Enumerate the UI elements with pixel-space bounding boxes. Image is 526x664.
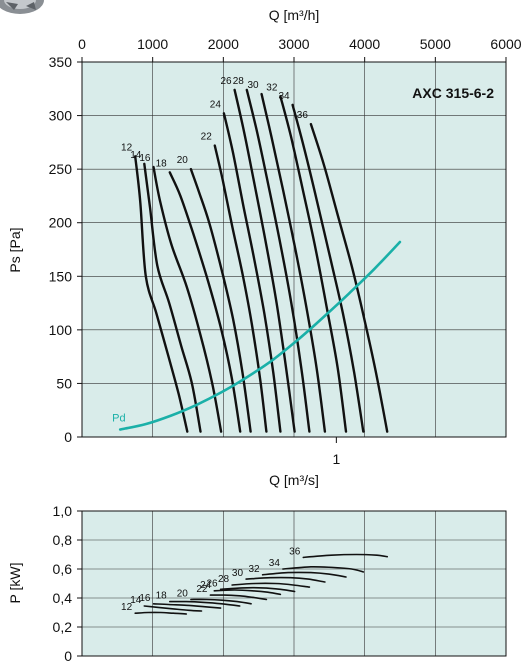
x-top-tick-label: 0: [78, 36, 86, 52]
pressure-curve-32: [279, 95, 348, 433]
y-tick-label: 200: [49, 215, 73, 231]
power-curve-20: [190, 598, 252, 605]
power-curve-16: [152, 603, 222, 609]
pressure-curve-label: 18: [156, 158, 168, 169]
pressure-curve-26: [233, 88, 296, 433]
y-tick-label: 350: [49, 54, 73, 70]
x-bottom-axis-label: Q [m³/s]: [269, 472, 319, 488]
power-tick-label: 0,8: [53, 532, 73, 548]
pressure-curve-36: [309, 122, 389, 433]
power-curve-label: 36: [289, 546, 301, 557]
pressure-curve-28: [245, 88, 311, 433]
power-curve-28: [231, 582, 311, 588]
power-curve-label: 18: [156, 591, 168, 602]
pressure-curve-34: [291, 103, 365, 433]
y-tick-label: 0: [64, 429, 72, 445]
x-top-tick-label: 4000: [349, 36, 380, 52]
power-tick-label: 0,6: [53, 561, 73, 577]
fan-icon: [0, 0, 44, 14]
power-curve-label: 34: [269, 558, 281, 569]
plot-frame-top: [81, 61, 507, 438]
pd-curve-label: Pd: [112, 413, 125, 425]
pressure-curve-label: 32: [266, 82, 278, 93]
power-curve-12: [134, 611, 188, 615]
power-curve-label: 30: [232, 568, 244, 579]
power-curve-label: 28: [218, 574, 230, 585]
power-curve-34: [282, 565, 365, 573]
pressure-curve-12: [134, 155, 189, 433]
pressure-curve-label: 16: [139, 153, 151, 164]
pressure-curve-16: [152, 165, 223, 433]
pressure-curve-18: [168, 171, 242, 433]
power-curve-label: 32: [248, 564, 260, 575]
x-top-axis-label: Q [m³/h]: [269, 7, 320, 23]
pressure-curve-label: 14: [130, 150, 142, 161]
power-tick-label: 0: [64, 648, 72, 664]
y-tick-label: 100: [49, 322, 73, 338]
pressure-curve-label: 30: [247, 80, 259, 91]
power-curve-22: [209, 594, 268, 601]
pressure-curve-22: [213, 144, 268, 433]
power-curve-14: [143, 605, 203, 612]
power-curve-18: [169, 600, 241, 607]
pressure-curve-label: 26: [220, 76, 232, 87]
power-curve-label: 16: [139, 593, 151, 604]
pressure-curve-30: [260, 92, 327, 433]
y-tick-label: 250: [49, 161, 73, 177]
pressure-curve-label: 12: [121, 142, 133, 153]
power-curve-label: 22: [196, 584, 208, 595]
x-top-tick-label: 2000: [208, 36, 239, 52]
pressure-curve-label: 34: [278, 91, 290, 102]
power-curve-label: 24: [200, 580, 212, 591]
y-tick-label: 50: [56, 375, 72, 391]
power-axis-label: P [kW]: [7, 563, 23, 604]
pressure-curve-20: [189, 167, 252, 433]
power-curve-label: 12: [121, 602, 133, 613]
y-tick-label: 150: [49, 268, 73, 284]
x-top-tick-label: 5000: [420, 36, 451, 52]
power-tick-label: 0,4: [53, 590, 73, 606]
power-tick-label: 0,2: [53, 619, 73, 635]
pd-curve: [118, 240, 402, 431]
pressure-curve-label: 22: [201, 132, 213, 143]
pressure-curve-label: 20: [177, 155, 189, 166]
pressure-curve-label: 28: [233, 76, 245, 87]
power-curve-24: [213, 589, 282, 596]
power-curve-label: 26: [206, 578, 218, 589]
x-top-tick-label: 6000: [490, 36, 521, 52]
pressure-curve-24: [222, 112, 282, 433]
x-top-tick-label: 3000: [278, 36, 309, 52]
pressure-curve-label: 36: [297, 110, 309, 121]
pressure-curve-label: 24: [210, 99, 222, 110]
power-curve-26: [219, 586, 296, 593]
power-tick-label: 1,0: [53, 503, 73, 519]
y-axis-label: Ps [Pa]: [7, 227, 23, 272]
power-curve-30: [245, 576, 326, 583]
x-top-tick-label: 1000: [137, 36, 168, 52]
power-curve-36: [302, 553, 388, 559]
pressure-curve-14: [143, 162, 202, 433]
chart-title: AXC 315-6-2: [412, 85, 494, 101]
x-bottom-tick-label: 1: [332, 451, 340, 467]
power-curve-label: 14: [130, 595, 142, 606]
power-curve-label: 20: [177, 588, 189, 599]
plot-frame-bottom: [81, 510, 507, 657]
y-tick-label: 300: [49, 108, 73, 124]
power-curve-32: [261, 571, 347, 578]
